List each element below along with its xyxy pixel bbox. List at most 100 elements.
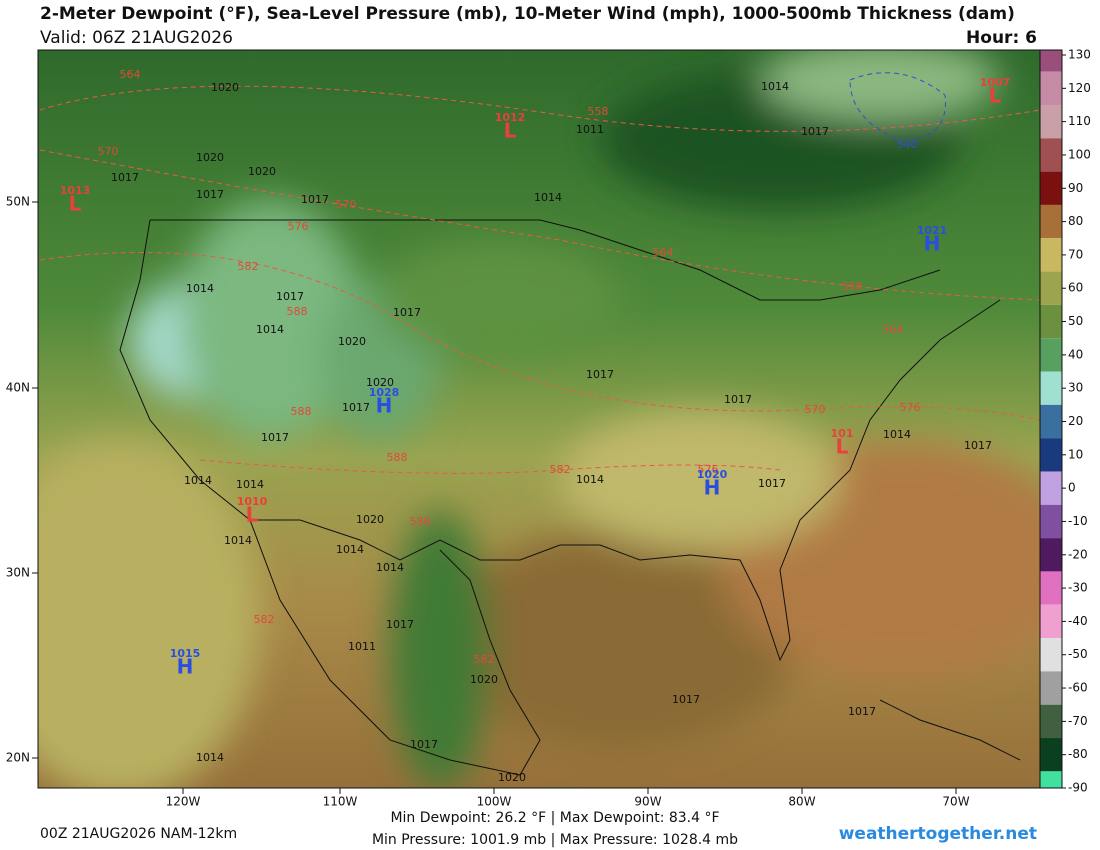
colorbar-tick-label: 120 <box>1068 81 1091 95</box>
colorbar-tick-label: 60 <box>1068 281 1083 295</box>
colorbar-tick-label: 110 <box>1068 114 1091 128</box>
colorbar-band <box>1040 204 1062 239</box>
colorbar-band <box>1040 338 1062 372</box>
colorbar-band <box>1040 771 1062 788</box>
colorbar-tick-label: 40 <box>1068 347 1083 361</box>
colorbar-band <box>1040 638 1062 672</box>
isobar-label: 1014 <box>761 80 789 93</box>
colorbar-tick-label: -80 <box>1068 747 1088 761</box>
thickness-label: 540 <box>897 138 918 151</box>
colorbar-band <box>1040 404 1062 439</box>
model-run: 00Z 21AUG2026 NAM-12km <box>40 826 237 842</box>
isobar-label: 1014 <box>184 474 212 487</box>
colorbar-band <box>1040 604 1062 639</box>
colorbar-tick-label: 70 <box>1068 247 1083 261</box>
pressure-center-value: 1020 <box>697 468 728 481</box>
thickness-label: 570 <box>805 403 826 416</box>
pressure-range: Min Pressure: 1001.9 mb | Max Pressure: … <box>372 832 738 848</box>
thickness-label: 564 <box>120 68 141 81</box>
isobar-label: 1017 <box>276 290 304 303</box>
thickness-label: 582 <box>474 653 495 666</box>
colorbar-band <box>1040 50 1062 72</box>
colorbar-tick-label: 20 <box>1068 414 1083 428</box>
colorbar-tick-label: 50 <box>1068 314 1083 328</box>
colorbar-frame <box>1039 49 1063 789</box>
pressure-center-letter: H <box>924 232 941 256</box>
isobar-label: 1020 <box>470 673 498 686</box>
thickness-label: 564 <box>883 323 904 336</box>
isobar-label: 1011 <box>576 123 604 136</box>
thickness-contours <box>39 85 1040 474</box>
axes: 120W 110W 100W 90W 80W 70W 50N 40N 30N 20N <box>6 195 970 809</box>
colorbar-tick-label: 30 <box>1068 381 1083 395</box>
thickness-label: 588 <box>387 451 408 464</box>
pressure-center-letter: L <box>836 435 849 459</box>
pressure-center-value: 1012 <box>495 111 526 124</box>
pressure-center-letter: H <box>177 655 194 679</box>
colorbar-tick-label: 130 <box>1068 48 1091 62</box>
thickness-label: 582 <box>238 260 259 273</box>
colorbar-tick-label: -50 <box>1068 647 1088 661</box>
pressure-center-value: 1007 <box>980 76 1011 89</box>
thickness-label: 564 <box>653 246 674 259</box>
isobar-label: 1017 <box>586 368 614 381</box>
isobar-label: 1017 <box>964 439 992 452</box>
colorbar-band <box>1040 438 1062 472</box>
isobar-label: 1017 <box>758 477 786 490</box>
isobar-label: 1017 <box>386 618 414 631</box>
y-tick-label: 20N <box>6 751 30 765</box>
isobar-label: 1020 <box>211 81 239 94</box>
colorbar-tick-label: -20 <box>1068 547 1088 561</box>
pressure-center-value: 1010 <box>237 495 268 508</box>
colorbar-band <box>1040 504 1062 539</box>
dewpoint-shading <box>38 50 1040 788</box>
x-tick-label: 110W <box>323 795 358 809</box>
map-labels: 1020 1014 1017 1011 1020 1017 1020 1017 1017 1014… <box>60 68 1011 784</box>
forecast-hour: Hour: 6 <box>966 28 1037 48</box>
colorbar-band <box>1040 371 1062 405</box>
thickness-label: 576 <box>288 220 309 233</box>
pressure-center-letter: H <box>704 476 721 500</box>
isobar-label: 1017 <box>261 431 289 444</box>
x-tick-label: 100W <box>477 795 512 809</box>
isobar-label: 1020 <box>338 335 366 348</box>
pressure-center-value: 1028 <box>369 386 400 399</box>
pressure-center-value: 1013 <box>60 184 91 197</box>
isobar-label: 1014 <box>186 282 214 295</box>
isobar-label: 1020 <box>248 165 276 178</box>
thickness-label: 588 <box>410 515 431 528</box>
title: 2-Meter Dewpoint (°F), Sea-Level Pressur… <box>40 4 1015 24</box>
pressure-center-value: 1015 <box>170 647 201 660</box>
isobar-label: 1014 <box>883 428 911 441</box>
thickness-label: 582 <box>550 463 571 476</box>
pressure-center-value: 101 <box>831 427 854 440</box>
isobar-label: 1014 <box>336 543 364 556</box>
isobar-label: 1014 <box>576 473 604 486</box>
colorbar-band <box>1040 304 1062 339</box>
x-tick-label: 70W <box>942 795 969 809</box>
isobar-label: 1020 <box>498 771 526 784</box>
colorbar-tick-label: -70 <box>1068 714 1088 728</box>
isobar-label: 1014 <box>376 561 404 574</box>
isobar-label: 1017 <box>801 125 829 138</box>
colorbar-tick-label: 80 <box>1068 214 1083 228</box>
thickness-label: 576 <box>698 463 719 476</box>
isobar-label: 1020 <box>196 151 224 164</box>
thickness-540 <box>849 72 946 141</box>
boundaries <box>119 219 1021 776</box>
thickness-label: 570 <box>98 145 119 158</box>
colorbar-band <box>1040 471 1062 505</box>
site-credit[interactable]: weathertogether.net <box>839 824 1037 844</box>
thickness-label: 558 <box>842 280 863 293</box>
isobar-label: 1014 <box>236 478 264 491</box>
thickness-label: 588 <box>291 405 312 418</box>
colorbar-band <box>1040 738 1062 772</box>
colorbar-band <box>1040 271 1062 305</box>
colorbar-band <box>1040 571 1062 605</box>
colorbar-band <box>1040 138 1062 172</box>
isobar-label: 1014 <box>256 323 284 336</box>
colorbar-band <box>1040 704 1062 739</box>
thickness-label: 588 <box>287 305 308 318</box>
isobar-label: 1017 <box>393 306 421 319</box>
